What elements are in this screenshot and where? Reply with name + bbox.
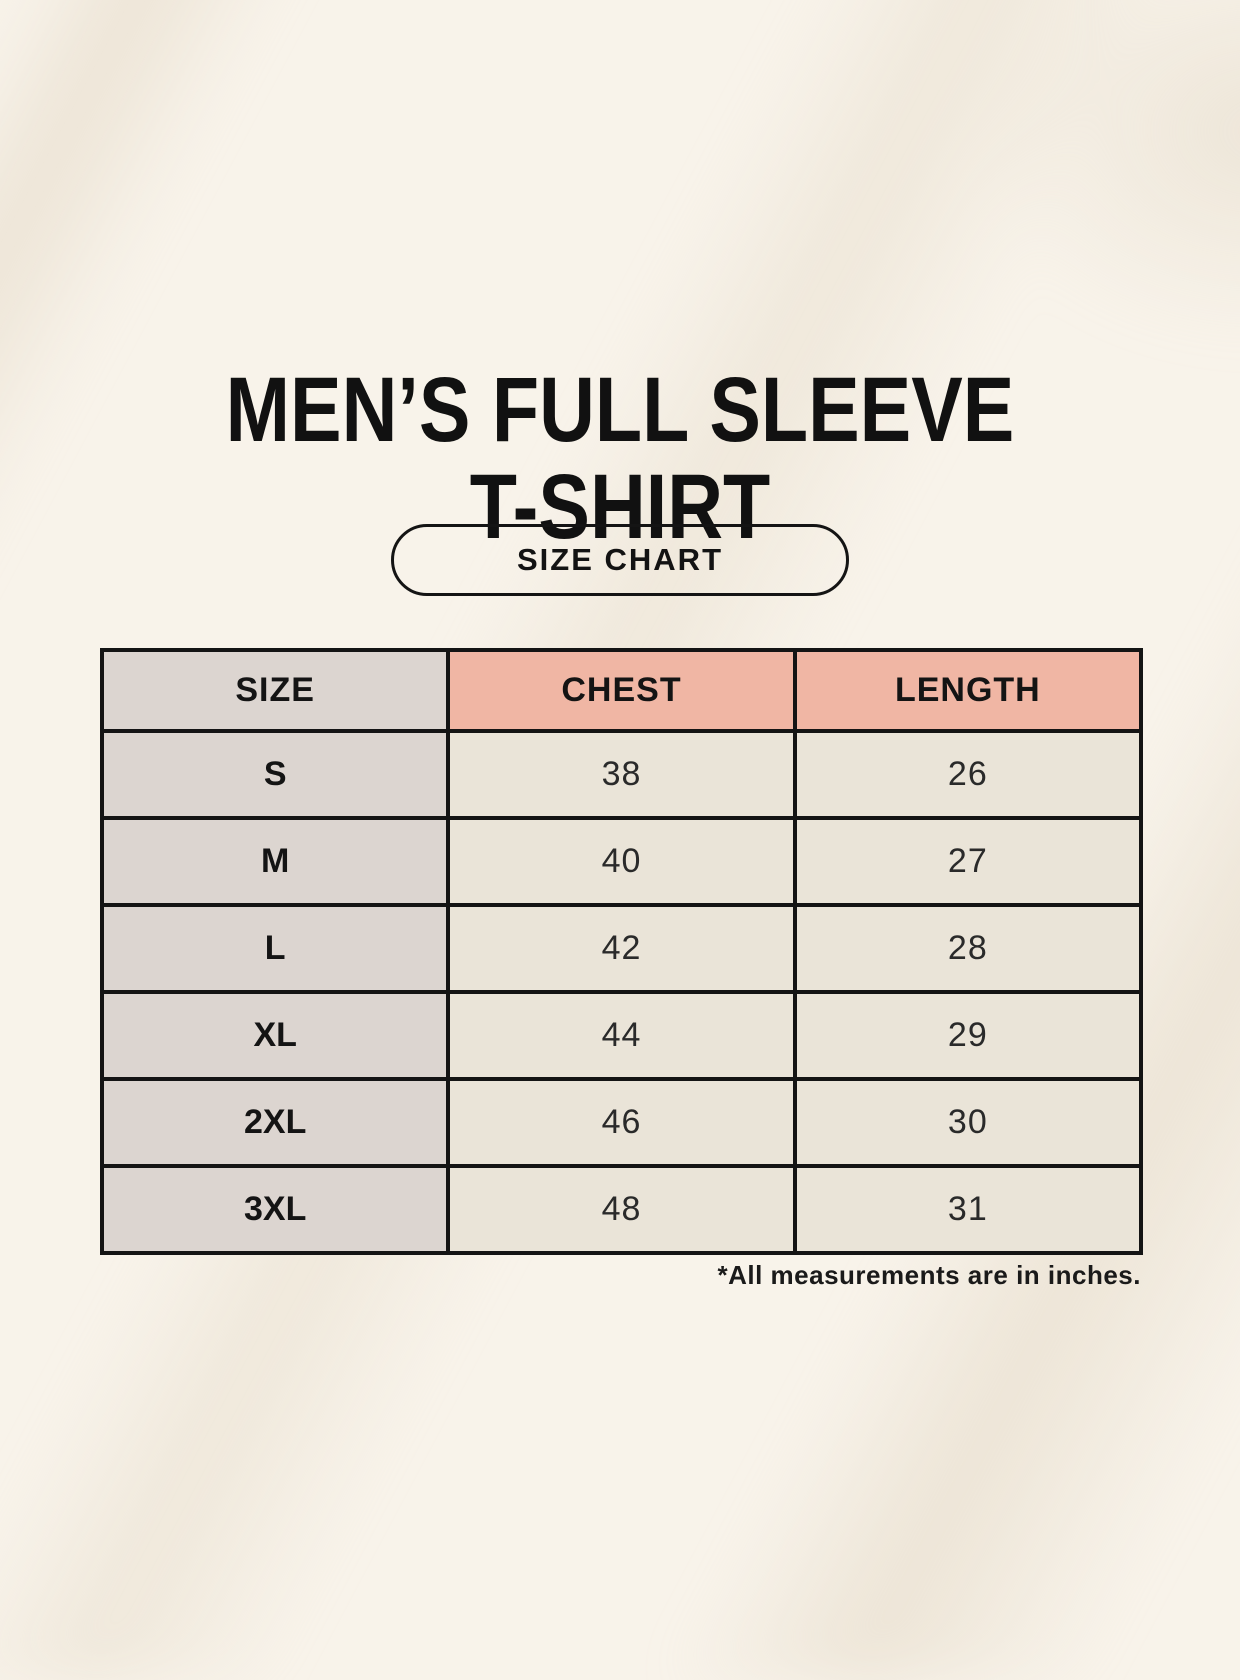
size-cell: XL bbox=[99, 990, 451, 1081]
table-row: M 40 27 bbox=[99, 816, 1144, 907]
product-title-line-1: MEN’S FULL SLEEVE bbox=[225, 358, 1015, 461]
table-row: 3XL 48 31 bbox=[99, 1164, 1144, 1255]
size-cell: M bbox=[99, 816, 451, 907]
measurement-note: *All measurements are in inches. bbox=[717, 1260, 1141, 1290]
chest-cell: 46 bbox=[446, 1077, 797, 1168]
length-cell: 30 bbox=[792, 1077, 1144, 1168]
size-cell: 3XL bbox=[99, 1164, 451, 1255]
header-cell-size: SIZE bbox=[99, 648, 451, 733]
product-title-line-2: T-SHIRT bbox=[469, 455, 771, 558]
size-chart-table: SIZE CHEST LENGTH S 38 26 M 40 27 L 42 2… bbox=[99, 648, 1144, 1255]
table-header-row: SIZE CHEST LENGTH bbox=[99, 648, 1144, 733]
header-cell-length: LENGTH bbox=[792, 648, 1144, 733]
size-cell: S bbox=[99, 729, 451, 820]
chest-cell: 40 bbox=[446, 816, 797, 907]
header-cell-chest: CHEST bbox=[446, 648, 797, 733]
length-cell: 28 bbox=[792, 903, 1144, 994]
length-cell: 29 bbox=[792, 990, 1144, 1081]
length-cell: 27 bbox=[792, 816, 1144, 907]
size-chart-button[interactable]: SIZE CHART bbox=[391, 524, 849, 596]
size-cell: 2XL bbox=[99, 1077, 451, 1168]
chest-cell: 44 bbox=[446, 990, 797, 1081]
product-title: MEN’S FULL SLEEVE T-SHIRT bbox=[99, 358, 1141, 558]
table-row: XL 44 29 bbox=[99, 990, 1144, 1081]
chest-cell: 38 bbox=[446, 729, 797, 820]
length-cell: 26 bbox=[792, 729, 1144, 820]
size-chart-button-label: SIZE CHART bbox=[517, 542, 723, 577]
chest-cell: 42 bbox=[446, 903, 797, 994]
table-row: S 38 26 bbox=[99, 729, 1144, 820]
length-cell: 31 bbox=[792, 1164, 1144, 1255]
table-row: 2XL 46 30 bbox=[99, 1077, 1144, 1168]
table-row: L 42 28 bbox=[99, 903, 1144, 994]
chest-cell: 48 bbox=[446, 1164, 797, 1255]
size-cell: L bbox=[99, 903, 451, 994]
